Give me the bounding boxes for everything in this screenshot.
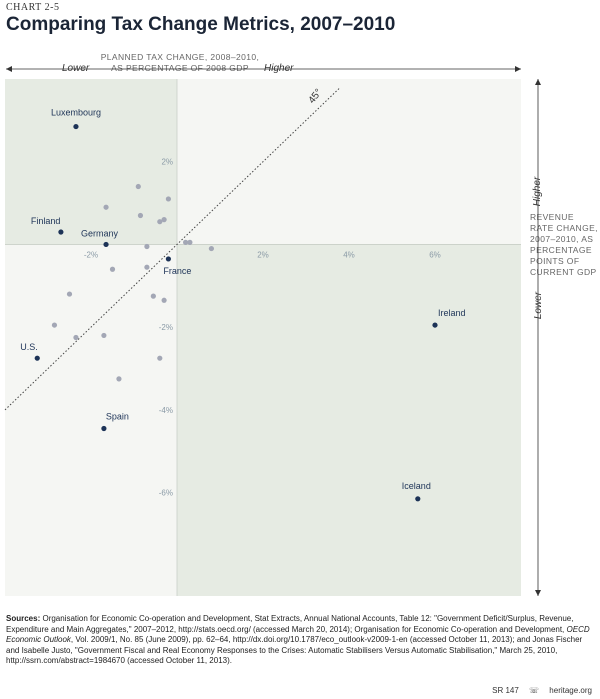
y-axis-label: REVENUE RATE CHANGE, 2007–2010, AS PERCE…: [530, 212, 600, 278]
data-point: [157, 219, 163, 225]
x-axis-label: PLANNED TAX CHANGE, 2008–2010, AS PERCEN…: [60, 52, 300, 74]
data-point: [73, 334, 79, 341]
x-axis-label-line2: AS PERCENTAGE OF 2008 GDP: [111, 63, 249, 73]
x-arrow-left-head: [6, 66, 12, 72]
data-point: [137, 212, 144, 219]
sources-text-1: Organisation for Economic Co-operation a…: [6, 614, 574, 634]
site-link[interactable]: heritage.org: [549, 686, 592, 695]
data-point: [66, 291, 73, 297]
y-tick-label: 2%: [161, 158, 173, 167]
data-point: [150, 293, 156, 299]
x-tick-label: 6%: [429, 250, 441, 259]
x-axis-higher-label: Higher: [264, 63, 294, 74]
data-point-labeled: [101, 425, 107, 432]
point-label: U.S.: [20, 342, 38, 352]
x-tick-label: 4%: [343, 250, 355, 259]
data-point: [157, 355, 163, 361]
point-label: Spain: [106, 411, 129, 421]
sources-label: Sources:: [6, 614, 41, 623]
x-axis-lower-label: Lower: [62, 63, 90, 74]
footer: SR 147 ☏ heritage.org: [484, 686, 592, 695]
report-number: SR 147: [492, 686, 519, 695]
data-point: [103, 204, 109, 210]
shaded-quadrant-upper-left: [5, 79, 177, 245]
data-point: [183, 239, 189, 245]
point-label: France: [163, 266, 191, 276]
sources-note: Sources: Organisation for Economic Co-op…: [6, 614, 594, 667]
x-axis-label-line1: PLANNED TAX CHANGE, 2008–2010,: [100, 52, 260, 62]
y-axis-label-line2: RATE CHANGE,: [530, 223, 598, 233]
shaded-quadrant-lower-right: [177, 244, 521, 596]
data-point: [51, 322, 58, 328]
reference-line-45: [4, 86, 341, 411]
x-tick-label: -2%: [84, 250, 98, 259]
data-point: [101, 332, 107, 339]
data-point: [116, 376, 122, 382]
data-point-labeled: [58, 229, 64, 235]
point-label: Iceland: [402, 481, 431, 491]
y-axis-label-line5: POINTS OF: [530, 256, 580, 266]
y-tick-label: -4%: [159, 406, 173, 415]
x-arrow-right-head: [515, 66, 521, 72]
x-tick-label: 2%: [257, 250, 269, 259]
point-label: Finland: [31, 216, 61, 226]
point-label: Ireland: [438, 308, 466, 318]
y-tick-label: -2%: [159, 323, 173, 332]
data-point: [109, 266, 116, 272]
data-point-labeled: [165, 256, 171, 262]
bell-icon: ☏: [529, 686, 540, 695]
data-point-labeled: [432, 322, 438, 328]
y-arrow-up-head: [535, 79, 541, 85]
data-point: [165, 196, 171, 202]
data-point: [187, 239, 193, 245]
scatter-chart: 45°-2% 2% 4% 6%2%-2%-4%-6%LuxembourgFinland…: [4, 66, 541, 596]
data-point: [135, 183, 141, 190]
y-arrow-down-head: [535, 590, 541, 596]
y-axis-label-line1: REVENUE: [530, 212, 574, 222]
data-point-labeled: [103, 241, 109, 248]
data-point: [208, 245, 214, 252]
sources-italic: OECD Economic Outlook: [6, 624, 590, 645]
data-point: [144, 264, 150, 270]
y-tick-label: -6%: [159, 489, 173, 498]
point-label: Germany: [81, 228, 119, 238]
y-axis-label-line4: PERCENTAGE: [530, 245, 592, 255]
data-point-labeled: [34, 355, 40, 361]
chart-title: Comparing Tax Change Metrics, 2007–2010: [6, 14, 396, 35]
data-point: [161, 297, 167, 303]
y-axis-label-line6: CURRENT GDP: [530, 267, 597, 277]
data-point-labeled: [73, 123, 79, 130]
chart-number: CHART 2-5: [6, 2, 60, 13]
data-point: [161, 217, 167, 223]
point-label: Luxembourg: [51, 108, 101, 118]
data-point: [144, 243, 150, 250]
data-point-labeled: [415, 496, 421, 502]
y-axis-label-line3: 2007–2010, AS: [530, 234, 594, 244]
sources-text-2: , Vol. 2009/1, No. 85 (June 2009), pp. 6…: [6, 635, 583, 665]
